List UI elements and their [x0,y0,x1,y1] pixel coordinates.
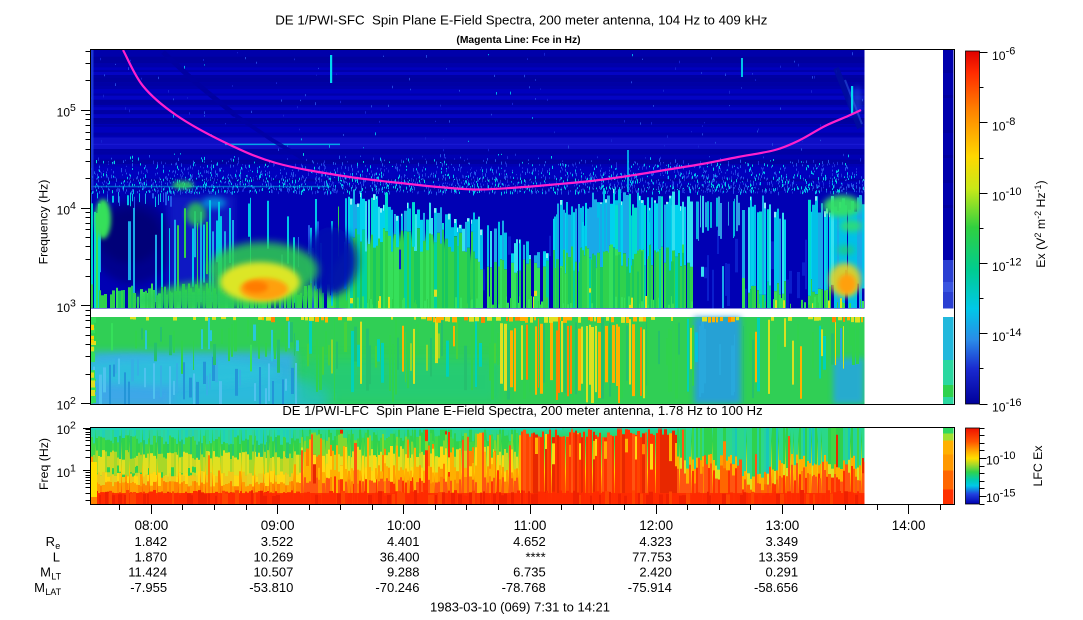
svg-text:10.269: 10.269 [254,549,294,564]
svg-text:LT: LT [51,572,61,582]
svg-text:09:00: 09:00 [261,518,295,533]
svg-text:(Magenta Line: Fce in Hz): (Magenta Line: Fce in Hz) [456,35,580,46]
svg-text:10: 10 [57,203,71,217]
svg-text:13.359: 13.359 [758,549,798,564]
svg-text:4.652: 4.652 [513,534,546,549]
svg-text:1: 1 [70,463,76,475]
svg-text:e: e [55,541,60,551]
svg-text:Freq (Hz): Freq (Hz) [37,438,51,490]
svg-text:10: 10 [992,49,1006,63]
svg-text:10: 10 [992,330,1006,344]
svg-text:3.349: 3.349 [766,534,799,549]
svg-text:10: 10 [57,106,71,120]
svg-text:5: 5 [70,102,76,114]
svg-text:LAT: LAT [45,587,61,597]
svg-text:1983-03-10 (069) 7:31 to 14:21: 1983-03-10 (069) 7:31 to 14:21 [430,600,610,615]
svg-text:12:00: 12:00 [639,518,673,533]
svg-text:10: 10 [992,260,1006,274]
svg-text:3.522: 3.522 [261,534,294,549]
svg-text:9.288: 9.288 [387,565,420,580]
svg-text:L: L [53,549,60,564]
svg-text:13:00: 13:00 [766,518,800,533]
svg-text:08:00: 08:00 [135,518,169,533]
svg-text:-6: -6 [1006,46,1016,58]
svg-text:10.507: 10.507 [254,565,294,580]
svg-text:11.424: 11.424 [128,565,167,580]
svg-text:10: 10 [57,466,71,480]
svg-text:10: 10 [57,301,71,315]
svg-text:M: M [34,580,45,595]
svg-text:-14: -14 [1006,327,1022,339]
svg-text:-12: -12 [1006,257,1022,269]
svg-text:-15: -15 [1000,488,1016,500]
svg-text:4.401: 4.401 [387,534,420,549]
svg-text:10: 10 [992,401,1006,415]
svg-text:-8: -8 [1006,116,1016,128]
svg-text:****: **** [525,549,545,564]
svg-text:4: 4 [70,200,76,212]
svg-text:10: 10 [57,399,71,413]
svg-text:10: 10 [57,423,71,437]
svg-text:0.291: 0.291 [766,565,799,580]
svg-text:DE 1/PWI-LFC Spin Plane E-Fie: DE 1/PWI-LFC Spin Plane E-Field Spectra,… [282,403,762,418]
svg-text:-78.768: -78.768 [502,580,546,595]
svg-text:10: 10 [986,491,1000,505]
svg-text:2.420: 2.420 [639,565,672,580]
svg-text:6.735: 6.735 [513,565,546,580]
svg-text:1.842: 1.842 [135,534,168,549]
svg-text:10:00: 10:00 [387,518,421,533]
svg-text:-70.246: -70.246 [375,580,419,595]
svg-text:77.753: 77.753 [632,549,672,564]
svg-text:11:00: 11:00 [514,518,547,533]
svg-text:3: 3 [70,298,76,310]
svg-text:14:00: 14:00 [892,518,926,533]
svg-text:-10: -10 [1000,450,1016,462]
svg-text:LFC Ex: LFC Ex [1031,445,1045,487]
svg-text:-53.810: -53.810 [249,580,293,595]
svg-text:1.870: 1.870 [135,549,168,564]
svg-text:10: 10 [986,454,1000,468]
svg-text:2: 2 [70,395,76,407]
svg-text:M: M [40,565,51,580]
svg-text:-10: -10 [1006,186,1022,198]
svg-text:10: 10 [992,119,1006,133]
svg-text:-16: -16 [1006,397,1022,409]
svg-text:10: 10 [992,190,1006,204]
svg-text:-7.955: -7.955 [130,580,167,595]
svg-text:2: 2 [70,420,76,432]
svg-text:Ex (V2 m-2 Hz-1): Ex (V2 m-2 Hz-1) [1033,180,1048,267]
svg-text:DE 1/PWI-SFC Spin Plane E-Fie: DE 1/PWI-SFC Spin Plane E-Field Spectra,… [275,12,767,27]
svg-text:4.323: 4.323 [639,534,672,549]
svg-text:-75.914: -75.914 [628,580,672,595]
svg-text:36.400: 36.400 [380,549,420,564]
svg-text:Frequency (Hz): Frequency (Hz) [37,180,51,265]
svg-text:R: R [46,534,55,549]
svg-text:-58.656: -58.656 [754,580,798,595]
